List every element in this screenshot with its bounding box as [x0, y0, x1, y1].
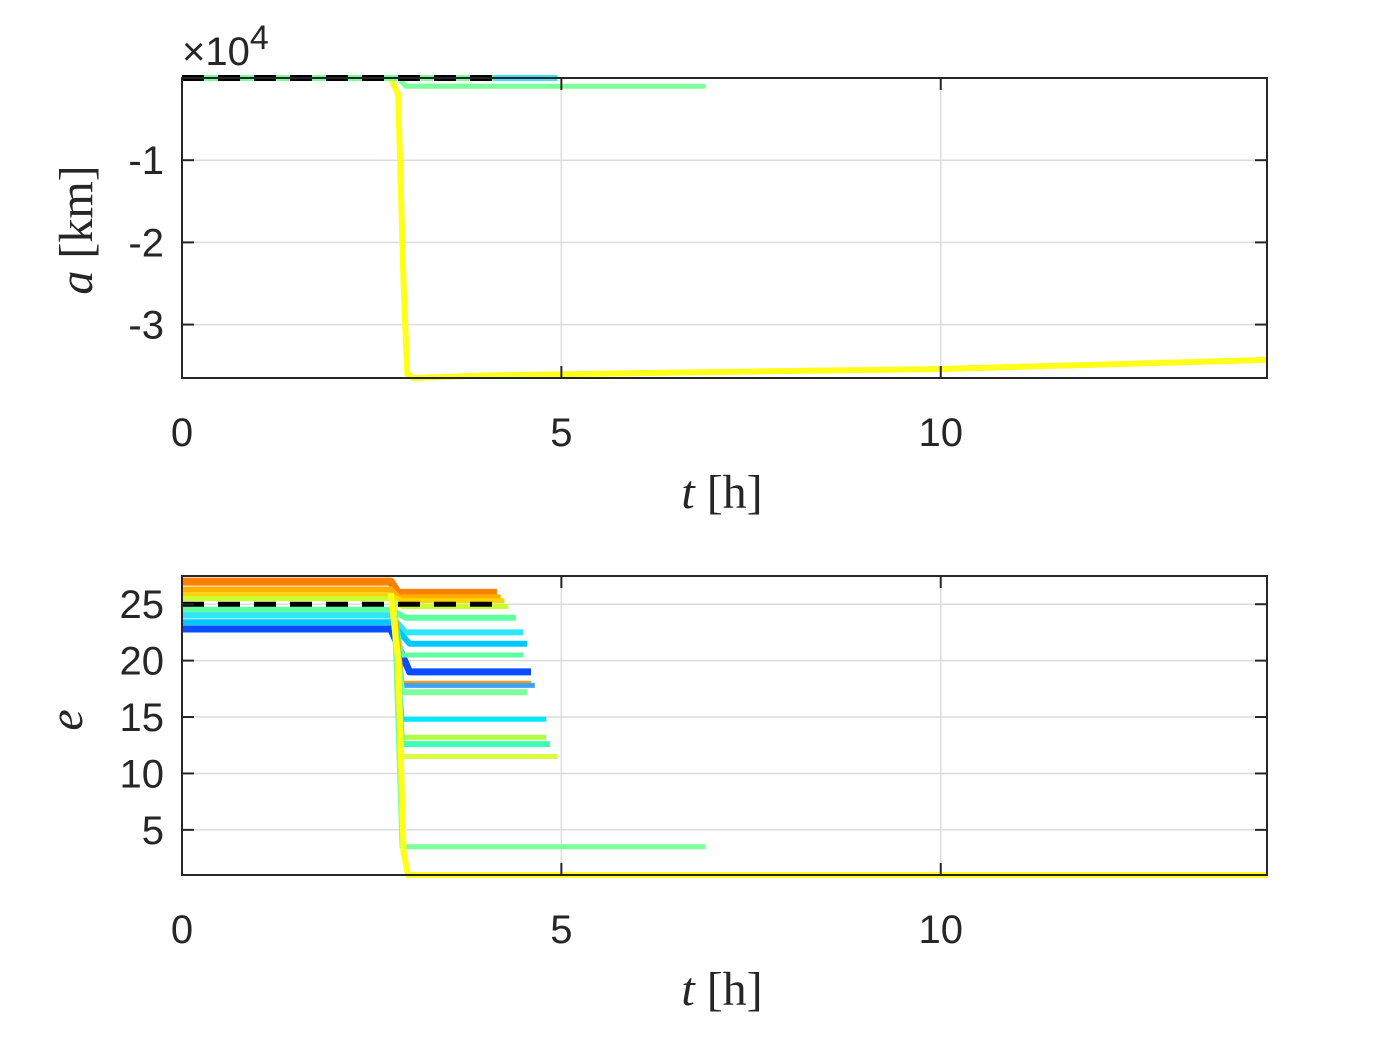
y-tick-label: 10 — [120, 752, 165, 796]
exponent-label: ×104 — [182, 19, 269, 74]
panel-bottom: 0 5 10 5 10 15 20 25 e t [h] — [40, 575, 1268, 1016]
ticks-top: 0 5 10 -1 -2 -3 — [128, 78, 1267, 455]
y-tick-label: -3 — [128, 304, 164, 348]
x-tick-label: 10 — [918, 411, 963, 455]
grid-bottom — [182, 576, 1267, 875]
y-tick-label: -2 — [128, 221, 164, 265]
grid-top — [182, 78, 1267, 378]
series-line-bottom-0 — [182, 577, 497, 597]
series-line-bottom-7 — [182, 625, 531, 676]
y-tick-label: 20 — [120, 640, 165, 684]
x-tick-label: 5 — [550, 411, 572, 455]
y-axis-label-top: a [km] — [50, 165, 103, 294]
y-tick-label: -1 — [128, 139, 164, 183]
y-tick-label: 25 — [120, 583, 165, 627]
y-axis-label-bottom: e — [40, 709, 93, 730]
series-bottom — [182, 577, 1267, 878]
x-tick-label: 0 — [171, 908, 193, 952]
y-tick-label: 5 — [142, 809, 164, 853]
series-line-bottom-2 — [182, 592, 505, 604]
panel-top: 0 5 10 -1 -2 -3 ×104 a [km] t [h] — [50, 19, 1268, 519]
exponent-base: ×10 — [182, 30, 250, 74]
x-axis-label-top: t [h] — [681, 466, 762, 519]
x-tick-label: 5 — [550, 908, 572, 952]
x-tick-label: 10 — [918, 908, 963, 952]
series-line-bottom-1 — [182, 586, 501, 601]
axes-frame-bottom — [181, 575, 1268, 876]
x-axis-label-bottom: t [h] — [681, 963, 762, 1016]
series-line-bottom-4 — [182, 606, 516, 621]
axes-frame-top — [181, 77, 1268, 379]
x-tick-label: 0 — [171, 411, 193, 455]
series-line-bottom-16 — [391, 615, 706, 850]
ticks-bottom: 0 5 10 5 10 15 20 25 — [120, 576, 1267, 952]
y-tick-label: 15 — [120, 696, 165, 740]
series-top — [182, 75, 1268, 381]
exponent-power: 4 — [250, 19, 269, 57]
series-line-bottom-15 — [391, 604, 558, 759]
series-line-top-3 — [387, 76, 1268, 381]
